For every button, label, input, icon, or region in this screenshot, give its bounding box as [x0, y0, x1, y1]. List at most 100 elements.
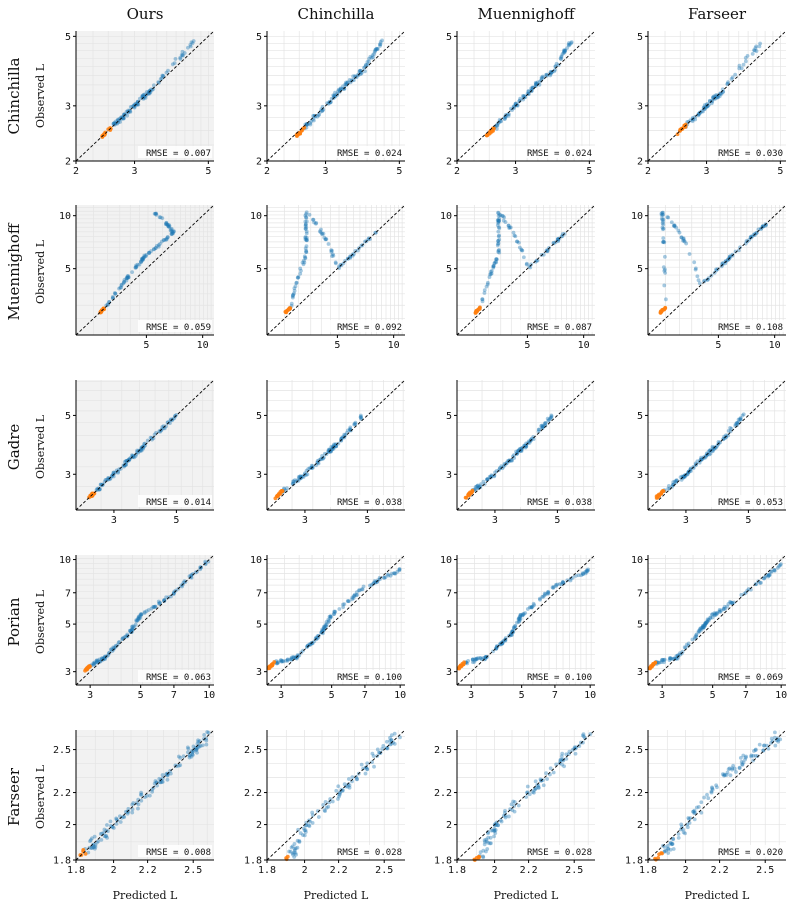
- fit-point: [772, 568, 777, 573]
- fit-point: [751, 232, 756, 237]
- fit-point: [160, 425, 165, 429]
- fit-point: [170, 230, 175, 235]
- fit-point: [535, 80, 540, 85]
- fit-point: [138, 615, 143, 620]
- fit-point: [367, 59, 371, 64]
- panel-2-0: 3 3 5 5 RMSE = 0.014: [65, 379, 215, 526]
- fit-point: [480, 297, 485, 302]
- fit-point: [303, 219, 308, 224]
- fit-point: [320, 108, 325, 113]
- fit-point: [487, 275, 492, 279]
- fit-point: [369, 55, 374, 60]
- fit-point: [108, 819, 113, 824]
- fit-point: [745, 53, 750, 58]
- fit-point: [115, 643, 120, 647]
- fit-point: [136, 616, 141, 621]
- fit-point: [657, 660, 662, 665]
- fit-point: [188, 44, 193, 49]
- fit-point: [119, 282, 124, 287]
- y-tick-label: 7: [65, 588, 71, 599]
- fit-point: [309, 119, 313, 124]
- fit-point: [167, 225, 171, 229]
- fit-point: [556, 237, 561, 241]
- fit-point: [671, 223, 676, 228]
- x-tick-label: 2: [683, 865, 689, 876]
- fit-point: [296, 275, 300, 280]
- y-tick-label: 5: [446, 264, 452, 275]
- fit-point: [531, 790, 536, 795]
- fit-point: [334, 444, 338, 449]
- fit-point: [329, 248, 334, 253]
- fit-point: [682, 475, 687, 479]
- fit-point: [691, 466, 696, 470]
- fit-point: [559, 754, 564, 759]
- fit-point: [353, 74, 358, 79]
- fit-point: [573, 751, 578, 756]
- fit-point: [737, 63, 742, 68]
- fit-point: [537, 596, 542, 601]
- fit-point: [162, 598, 167, 603]
- fit-point: [489, 473, 494, 478]
- fit-point: [344, 82, 349, 87]
- fit-point: [130, 627, 134, 632]
- fit-point: [130, 624, 134, 629]
- fit-point: [112, 120, 117, 125]
- y-tick-label: 2.2: [625, 788, 643, 799]
- fit-point: [291, 655, 295, 659]
- fit-point: [370, 53, 375, 58]
- fit-point: [515, 239, 520, 244]
- holdout-point: [457, 665, 462, 670]
- fit-point: [169, 227, 173, 232]
- fit-point: [502, 215, 507, 220]
- fit-point: [154, 244, 159, 248]
- fit-point: [528, 265, 533, 270]
- fit-point: [548, 69, 553, 74]
- y-tick-label: 2: [446, 157, 452, 168]
- fit-point: [118, 820, 123, 824]
- fit-point: [365, 767, 370, 771]
- fit-point: [506, 814, 511, 819]
- y-tick-label: 2.2: [434, 788, 452, 799]
- y-tick-label: 2.2: [53, 788, 71, 799]
- fit-point: [140, 257, 145, 262]
- fit-point: [567, 41, 571, 45]
- holdout-point: [660, 851, 664, 856]
- x-axis-label-farseer: Predicted L: [685, 889, 750, 902]
- fit-point: [681, 236, 686, 241]
- fit-point: [103, 657, 107, 661]
- x-tick-label: 2.5: [184, 865, 202, 876]
- fit-point: [378, 44, 382, 48]
- fit-point: [526, 89, 531, 94]
- fit-point: [123, 634, 128, 639]
- fit-point: [555, 237, 560, 242]
- fit-point: [290, 295, 295, 300]
- fit-point: [304, 215, 309, 220]
- fit-point: [350, 595, 355, 600]
- x-tick-label: 10: [388, 340, 400, 351]
- fit-point: [164, 237, 169, 242]
- fit-point: [481, 479, 486, 484]
- fit-point: [156, 243, 161, 247]
- x-tick-label: 1.8: [258, 865, 276, 876]
- fit-point: [125, 275, 130, 280]
- fit-point: [381, 744, 386, 748]
- fit-point: [525, 607, 530, 611]
- fit-point: [661, 226, 666, 231]
- fit-point: [563, 48, 568, 53]
- x-tick-label: 3: [278, 690, 284, 701]
- y-tick-label: 5: [637, 620, 643, 631]
- fit-point: [378, 40, 383, 44]
- fit-point: [546, 418, 551, 423]
- fit-point: [165, 223, 170, 227]
- holdout-point: [278, 490, 283, 494]
- fit-point: [134, 618, 139, 622]
- fit-point: [567, 43, 571, 48]
- fit-point: [156, 80, 161, 85]
- fit-point: [134, 619, 139, 624]
- rmse-box: [329, 146, 403, 158]
- fit-point: [496, 239, 500, 243]
- fit-point: [524, 444, 529, 449]
- fit-point: [111, 645, 116, 650]
- fit-point: [748, 235, 753, 240]
- fit-point: [554, 61, 559, 66]
